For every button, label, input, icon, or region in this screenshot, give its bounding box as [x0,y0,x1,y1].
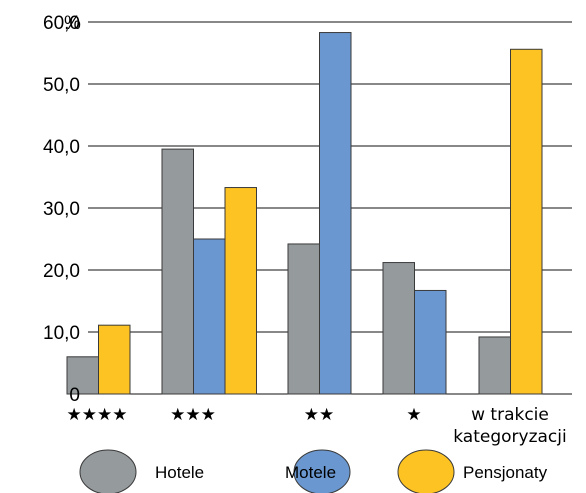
bar-motele-3 [414,289,447,395]
bar-motele-2 [319,32,352,395]
y-axis: 0 10,0 20,0 30,0 40,0 50,0 60,0% [43,13,81,406]
legend-label-pensjonaty: Pensjonaty [463,463,548,482]
legend-swatch-motele [293,449,351,493]
x-tick-label: ★★★★ [67,405,128,425]
bar-hotele-1 [161,148,194,395]
legend-label-hotele: Hotele [155,463,204,482]
x-tick-label: kategoryzacji [453,427,566,447]
legend-swatch-hotele [79,449,137,493]
x-tick-label: ★ [406,405,421,425]
bar-pensjonaty-0 [98,324,131,395]
x-tick-label: ★★ [304,405,334,425]
y-tick-label: 10,0 [43,323,80,344]
legend-label-motele: Motele [285,463,336,482]
y-axis-unit: % [64,13,81,34]
legend-swatch-pensjonaty [397,449,455,493]
y-tick-label: 30,0 [43,199,80,220]
y-tick-label: 40,0 [43,137,80,158]
bar-motele-1 [193,238,226,395]
bar-hotele-2 [287,243,320,395]
y-tick-label: 0 [69,385,80,406]
y-tick-label: 50,0 [43,75,80,96]
bars [66,32,543,395]
bar-hotele-0 [66,356,99,395]
y-tick-label: 20,0 [43,261,80,282]
bar-pensjonaty-4 [510,48,543,395]
bar-hotele-3 [382,262,415,395]
bar-hotele-4 [478,336,511,395]
y-tick-label: 60,0 [43,13,80,34]
legend: Hotele Motele Pensjonaty [79,449,548,493]
x-tick-label: w trakcie [471,405,549,425]
bar-pensjonaty-1 [224,187,257,395]
x-tick-label: ★★★ [170,405,216,425]
